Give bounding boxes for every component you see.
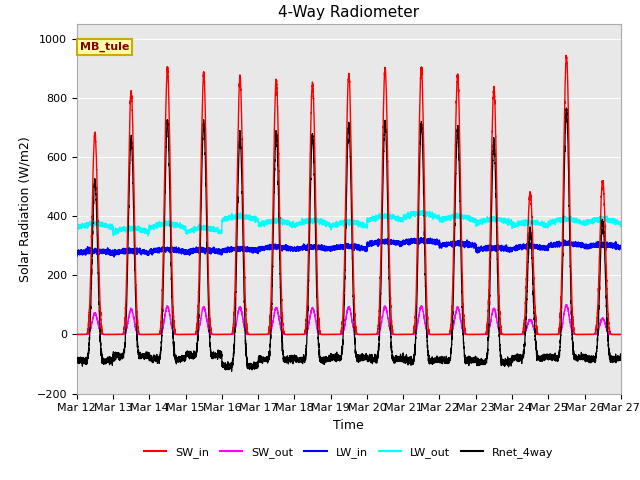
Title: 4-Way Radiometer: 4-Way Radiometer	[278, 5, 419, 20]
X-axis label: Time: Time	[333, 419, 364, 432]
Y-axis label: Solar Radiation (W/m2): Solar Radiation (W/m2)	[18, 136, 31, 282]
Legend: SW_in, SW_out, LW_in, LW_out, Rnet_4way: SW_in, SW_out, LW_in, LW_out, Rnet_4way	[140, 442, 558, 462]
Text: MB_tule: MB_tule	[79, 42, 129, 52]
